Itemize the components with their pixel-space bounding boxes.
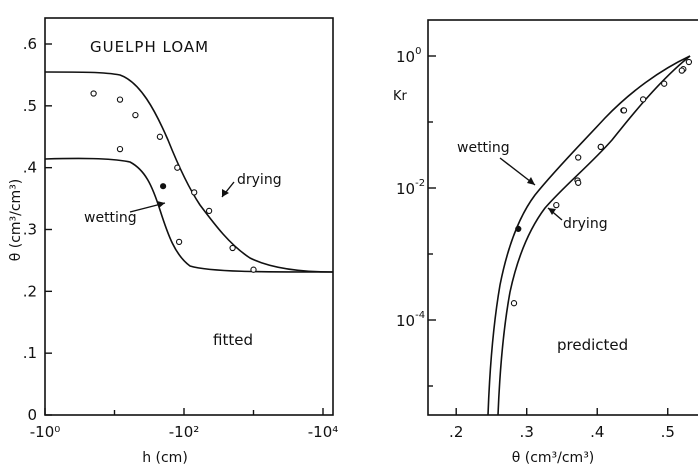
left-chart-title: GUELPH LOAM [90,38,209,56]
left-wetting-curve [44,157,334,273]
right-drying-point [515,225,522,232]
right-x-tick-label: .2 [449,423,463,441]
left-y-tick-label: .6 [23,35,37,53]
left-x-axis-label: h (cm) [142,450,188,466]
left-y-tick-label: .2 [23,282,37,300]
left-wetting-annotation: wetting [84,201,166,226]
right-drying-annotation: drying [547,207,608,232]
right-wetting-arrowhead [527,177,535,185]
left-x-tick-label: -10⁰ [30,423,61,441]
left-y-tick-label: .5 [23,97,37,115]
left-x-ticks: -10⁰ -10² -10⁴ [30,408,339,441]
right-chart: 100 10-2 10-4 .2 .3 .4 .5 Kr θ (cm³/cm³) pred… [393,19,698,466]
right-x-tick-label: .5 [661,423,675,441]
left-x-tick-label: -10² [169,423,200,441]
right-drying-point [620,107,628,114]
right-drying-curve [497,55,691,416]
left-y-tick-label: .1 [23,344,37,362]
right-drying-point [575,154,582,161]
left-drying-arrowhead [222,189,229,197]
right-y-tick-label: 100 [396,46,421,66]
left-wetting-arrowhead [157,201,165,208]
right-y-tick-label: 10-4 [396,310,425,330]
left-wetting-point [160,183,167,190]
left-drying-point [116,96,124,103]
left-fitted-annotation: fitted [213,331,253,349]
left-drying-point [250,266,257,273]
right-drying-point [553,201,560,209]
left-y-ticks: 0 .1 .2 .3 .4 .5 .6 [23,35,52,424]
left-y-axis-label: θ (cm³/cm³) [8,179,24,262]
left-drying-annotation: drying [221,172,282,198]
left-drying-point [132,111,139,119]
right-x-tick-label: .3 [520,423,534,441]
left-wetting-point [175,238,183,246]
left-y-tick-label: 0 [27,406,37,424]
left-chart: 0 .1 .2 .3 .4 .5 .6 -10⁰ -10² -10⁴ GUELPH LOAM f… [8,17,339,466]
right-drying-point [678,67,685,74]
right-drying-point [597,143,604,151]
left-drying-label: drying [237,172,282,188]
left-drying-point [191,189,198,196]
left-drying-point [205,207,213,215]
left-drying-point [229,244,236,252]
right-x-axis-label: θ (cm³/cm³) [512,450,595,466]
left-drying-point [90,90,97,97]
left-drying-point [174,164,181,171]
right-y-ticks: 100 10-2 10-4 [396,46,436,387]
right-wetting-point [685,58,693,66]
left-wetting-point [116,145,124,153]
left-y-tick-label: .3 [23,221,37,239]
right-predicted-annotation: predicted [557,336,628,354]
right-y-axis-label: Kr [393,89,408,104]
right-plot-frame [427,19,698,416]
left-drying-curve [44,71,334,273]
right-data-points [510,58,693,307]
left-data-points [90,90,257,273]
left-y-tick-label: .4 [23,159,37,177]
left-x-tick-label: -10⁴ [308,423,339,441]
right-wetting-label: wetting [457,140,510,156]
right-drying-arrowhead [548,208,556,215]
right-wetting-point [510,300,518,307]
left-wetting-label: wetting [84,210,137,226]
right-wetting-annotation: wetting [457,140,536,186]
left-drying-point [156,133,164,140]
right-drying-label: drying [563,216,608,232]
right-x-tick-label: .4 [590,423,604,441]
right-y-tick-label: 10-2 [396,178,425,198]
right-wetting-point [661,80,668,87]
right-x-ticks: .2 .3 .4 .5 [449,408,675,441]
right-wetting-point [639,96,647,103]
right-drying-point [575,179,582,186]
right-wetting-curve [487,55,691,416]
left-plot-frame [44,17,334,416]
